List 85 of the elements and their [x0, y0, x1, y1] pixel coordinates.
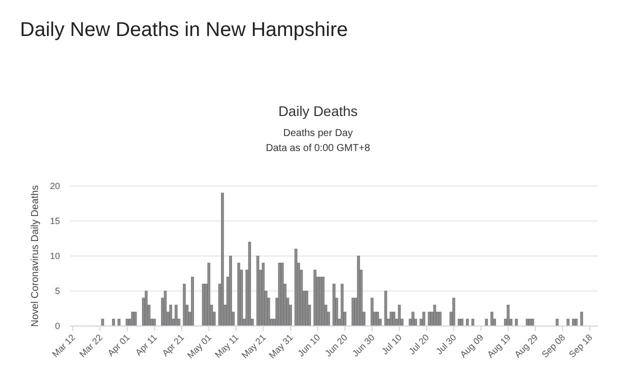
bar [490, 312, 494, 326]
bar [556, 318, 559, 326]
bar [182, 284, 186, 326]
bar [169, 304, 172, 326]
bar [126, 318, 129, 326]
bar [340, 284, 344, 326]
bar [506, 304, 510, 326]
bar [433, 304, 436, 326]
bar [322, 276, 325, 326]
x-tick-label: Jul 10 [380, 332, 404, 356]
bar [460, 318, 464, 326]
bar [314, 270, 316, 326]
x-tick-label: Jun 10 [296, 332, 322, 359]
bar [174, 304, 178, 326]
bar [452, 298, 456, 326]
bar [438, 312, 442, 326]
y-tick-label: 15 [50, 216, 60, 226]
bar [566, 318, 570, 326]
x-tick-label: Mar 22 [77, 332, 104, 360]
bar [422, 312, 426, 326]
bar [390, 312, 393, 326]
x-tick-label: Jul 20 [406, 332, 431, 356]
bar [229, 256, 232, 326]
bar [471, 318, 474, 326]
bar [280, 262, 284, 326]
bar [164, 290, 167, 326]
bar [256, 256, 260, 326]
bar [514, 318, 518, 326]
bar [237, 262, 240, 326]
bar [580, 312, 584, 326]
y-tick-label: 0 [54, 321, 60, 331]
bar [574, 318, 578, 326]
x-tick-label: Sep 08 [540, 332, 568, 360]
bar [118, 318, 120, 326]
x-tick-label: Apr 11 [133, 332, 159, 358]
bar [152, 318, 156, 326]
y-tick-label: 5 [54, 286, 60, 296]
text: Deaths per Day [283, 128, 353, 139]
bar [412, 312, 414, 326]
x-tick-label: Aug 29 [512, 332, 540, 360]
bar [221, 192, 224, 326]
chart-subtitle: Daily Deaths [278, 103, 358, 119]
bar [384, 290, 388, 326]
y-tick-label: 10 [50, 251, 60, 261]
y-tick-label: 20 [50, 181, 60, 191]
bar [398, 304, 401, 326]
bar [526, 318, 529, 326]
x-tick-label: May 31 [266, 332, 295, 360]
chart-title: Daily New Deaths in New Hampshire [20, 19, 348, 41]
bar [112, 318, 115, 326]
x-tick-label: Apr 21 [160, 332, 186, 358]
bar [262, 262, 265, 326]
x-tick-label: Aug 19 [485, 332, 513, 360]
x-tick-label: May 11 [212, 332, 240, 360]
bar [191, 276, 194, 326]
bar [101, 318, 104, 326]
text: Data as of 0:00 GMT+8 [266, 143, 371, 154]
bar [531, 318, 534, 326]
bar [392, 312, 396, 326]
x-tick-label: Apr 01 [106, 332, 132, 358]
x-tick-label: Jun 20 [323, 332, 350, 359]
bar [294, 248, 298, 326]
bar [207, 262, 210, 326]
y-axis-title: Novel Coronavirus Daily Deaths [30, 185, 41, 327]
bar [376, 312, 379, 326]
x-tick-label: Aug 09 [458, 332, 486, 360]
bar [466, 318, 469, 326]
bar [428, 312, 431, 326]
bar [458, 318, 461, 326]
x-tick-label: Jul 30 [434, 332, 458, 356]
bar [485, 318, 488, 326]
bar [357, 256, 360, 326]
bar [144, 290, 148, 326]
x-tick-label: Jun 30 [350, 332, 377, 359]
bar [134, 312, 137, 326]
bar [248, 242, 252, 326]
x-tick-label: Sep 18 [567, 332, 594, 360]
x-tick-label: Mar 12 [50, 332, 78, 360]
x-tick-label: May 01 [185, 332, 214, 360]
bar [332, 284, 336, 326]
bar [278, 262, 281, 326]
x-tick-label: May 21 [240, 332, 268, 360]
bar [131, 312, 134, 326]
bar [370, 298, 374, 326]
bar [305, 290, 308, 326]
